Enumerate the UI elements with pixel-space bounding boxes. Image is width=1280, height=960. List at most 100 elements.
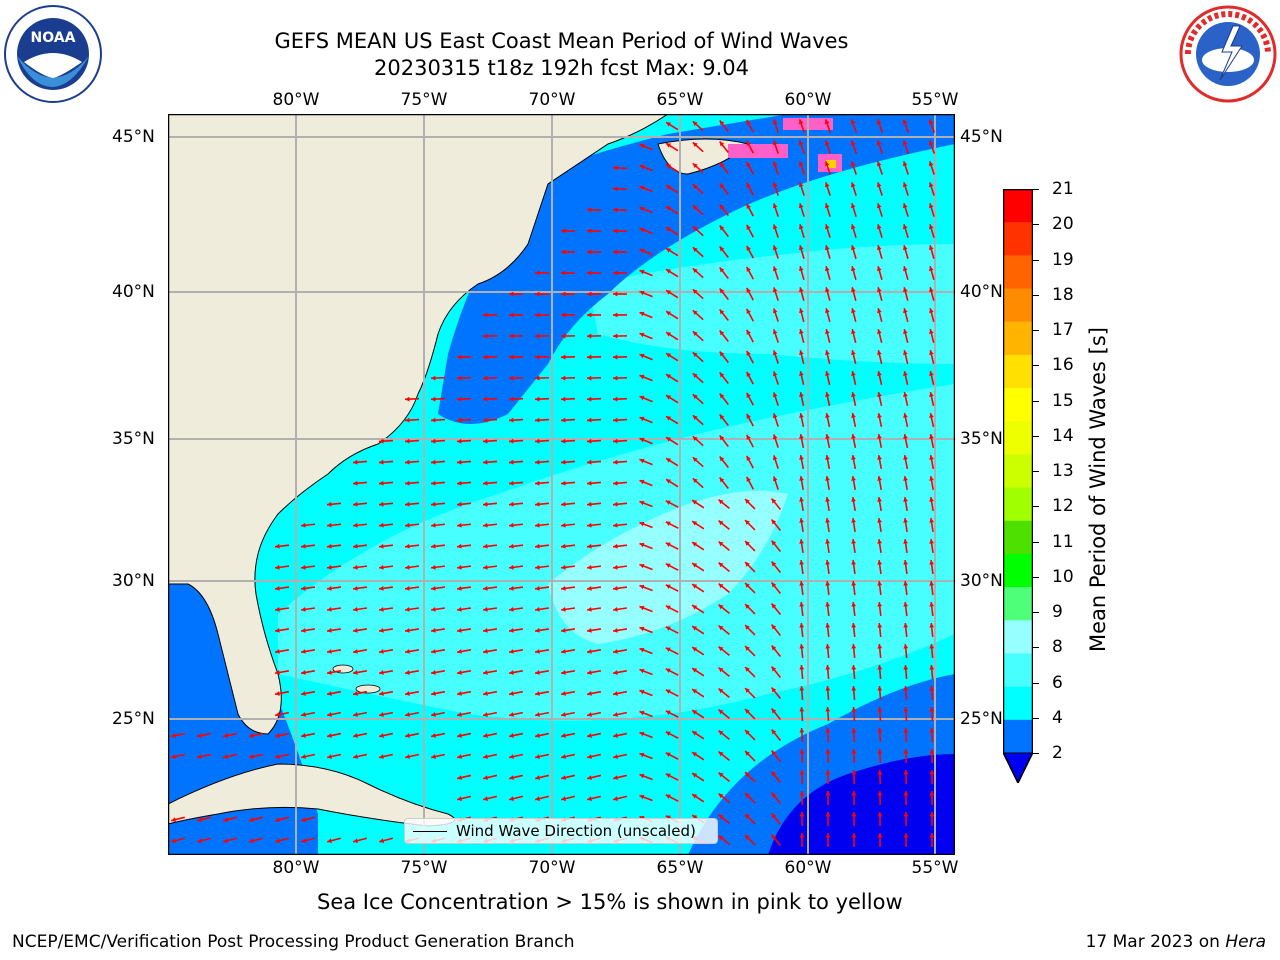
colorbar-tick-label: 16	[1052, 355, 1074, 376]
wave-direction-arrow	[744, 561, 756, 573]
colorbar-segment	[1003, 587, 1033, 621]
wave-direction-arrow	[877, 580, 883, 596]
wave-direction-arrow	[719, 203, 729, 217]
wave-direction-arrow	[586, 459, 602, 465]
wave-direction-arrow	[352, 459, 368, 465]
wave-direction-arrow	[929, 287, 935, 301]
wave-direction-arrow	[456, 459, 472, 465]
wave-direction-arrow	[877, 517, 882, 533]
wave-direction-arrow	[456, 501, 472, 507]
colorbar-tick-mark	[1033, 717, 1039, 719]
wave-direction-arrow	[665, 478, 679, 488]
longitude-label: 60°W	[784, 858, 832, 878]
wave-direction-arrow	[508, 375, 524, 381]
wave-direction-arrow	[430, 607, 446, 612]
wave-direction-arrow	[534, 711, 550, 717]
wave-direction-arrow	[560, 270, 576, 276]
wave-direction-arrow	[456, 690, 472, 696]
wave-direction-arrow	[799, 706, 805, 722]
wave-direction-arrow	[352, 564, 368, 570]
wave-direction-arrow	[352, 501, 368, 507]
wave-direction-arrow	[825, 370, 831, 386]
wave-direction-arrow	[456, 753, 472, 759]
wave-direction-arrow	[534, 480, 550, 486]
wave-direction-arrow	[825, 391, 831, 407]
wave-direction-arrow	[851, 308, 857, 322]
wave-direction-arrow	[903, 727, 909, 743]
wave-direction-arrow	[300, 628, 316, 633]
colorbar-tick-mark	[1033, 224, 1039, 226]
wave-direction-arrow	[534, 690, 550, 696]
wave-direction-arrow	[639, 731, 653, 739]
wave-direction-arrow	[692, 330, 704, 342]
colorbar-tick-label: 2	[1052, 743, 1063, 763]
wave-direction-arrow	[639, 185, 653, 193]
wave-direction-arrow	[326, 753, 342, 759]
wave-direction-arrow	[877, 454, 883, 470]
colorbar-segment	[1003, 255, 1033, 290]
wave-direction-arrow	[560, 228, 576, 234]
wave-direction-arrow	[745, 350, 755, 364]
wave-direction-arrow	[560, 669, 576, 675]
wave-direction-arrow	[639, 143, 653, 151]
wave-direction-arrow	[876, 161, 883, 175]
wave-direction-arrow	[719, 287, 729, 301]
wave-direction-arrow	[560, 607, 576, 612]
wave-direction-arrow	[612, 649, 628, 654]
wave-direction-arrow	[799, 622, 805, 638]
wave-direction-arrow	[929, 329, 935, 343]
wave-direction-arrow	[482, 669, 498, 675]
wave-direction-arrow	[482, 753, 498, 759]
wave-direction-arrow	[719, 308, 729, 322]
wave-direction-arrow	[691, 667, 705, 677]
wave-direction-arrow	[770, 603, 782, 615]
wave-direction-arrow	[928, 161, 935, 175]
wave-direction-arrow	[300, 607, 316, 612]
wave-direction-arrow	[378, 564, 394, 570]
wave-direction-arrow	[612, 585, 628, 591]
wave-direction-arrow	[903, 790, 909, 806]
wave-direction-arrow	[612, 165, 628, 171]
wave-direction-arrow	[718, 750, 730, 762]
wave-direction-arrow	[508, 333, 524, 339]
wave-direction-arrow	[691, 625, 705, 635]
wave-direction-arrow	[692, 162, 704, 174]
wave-direction-arrow	[772, 119, 779, 133]
wave-direction-arrow	[639, 689, 653, 697]
wave-direction-arrow	[719, 140, 729, 154]
wave-direction-arrow	[691, 646, 705, 656]
wave-direction-arrow	[482, 649, 498, 654]
wave-direction-arrow	[691, 730, 705, 740]
wave-direction-arrow	[799, 496, 804, 512]
wave-direction-arrow	[799, 643, 805, 659]
wave-direction-arrow	[745, 224, 755, 238]
colorbar-segment	[1003, 686, 1033, 721]
wave-direction-arrow	[929, 685, 935, 701]
colorbar-tick-label: 19	[1052, 249, 1074, 270]
wave-direction-arrow	[876, 140, 884, 154]
wave-direction-arrow	[378, 690, 394, 696]
wave-direction-arrow	[877, 475, 883, 491]
wave-direction-arrow	[665, 542, 679, 550]
wave-direction-arrow	[535, 795, 549, 801]
wave-direction-arrow	[378, 438, 394, 444]
wave-direction-arrow	[744, 729, 756, 741]
latitude-label: 25°N	[960, 709, 1003, 729]
wave-direction-arrow	[903, 748, 909, 764]
wave-direction-arrow	[691, 541, 705, 551]
wave-direction-arrow	[301, 816, 315, 822]
wave-direction-arrow	[798, 203, 805, 217]
wave-direction-arrow	[665, 731, 679, 739]
wave-direction-arrow	[799, 538, 804, 554]
wave-direction-arrow	[639, 395, 653, 403]
colorbar-tick-mark	[1033, 506, 1039, 508]
wave-direction-arrow	[560, 375, 576, 381]
wave-direction-arrow	[718, 792, 730, 804]
wave-direction-arrow	[718, 708, 730, 720]
wave-direction-arrow	[639, 206, 653, 214]
wave-direction-arrow	[560, 501, 576, 507]
wave-direction-arrow	[586, 480, 602, 486]
wave-direction-arrow	[639, 269, 653, 277]
wave-direction-arrow	[274, 649, 290, 654]
wave-direction-arrow	[798, 266, 805, 280]
